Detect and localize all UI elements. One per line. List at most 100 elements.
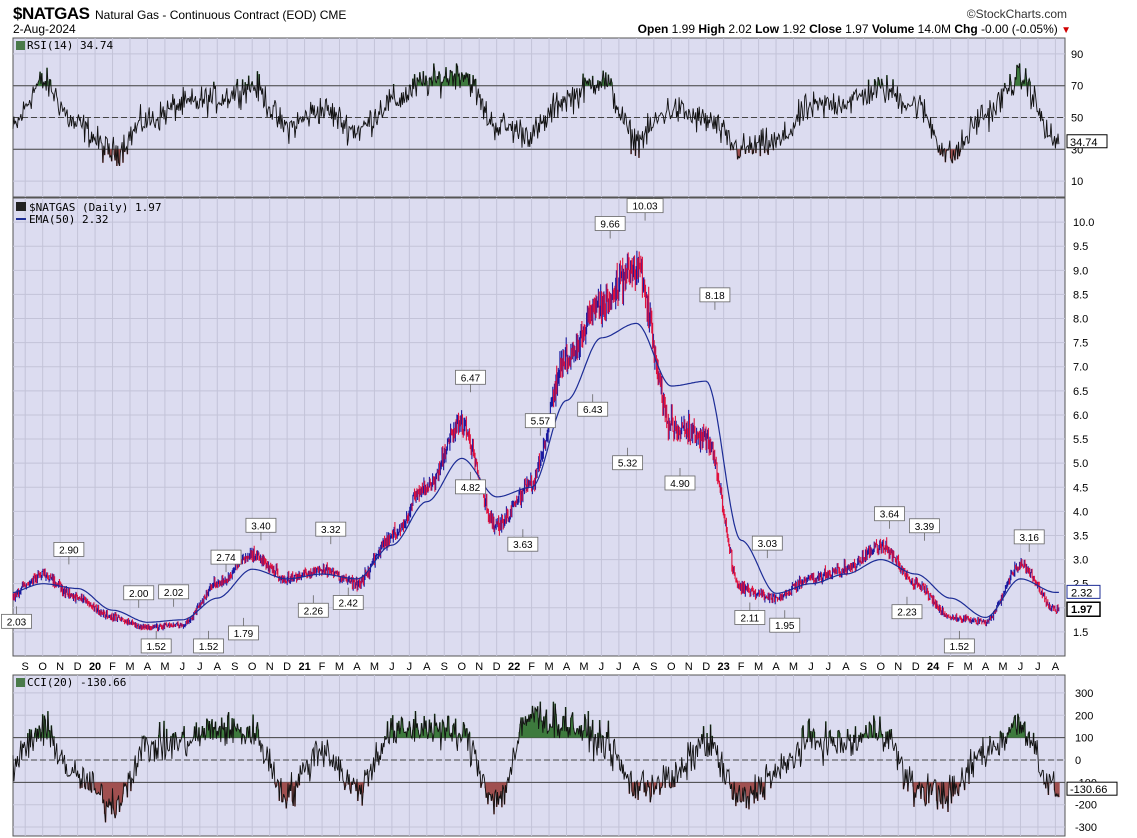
annotation-box	[594, 216, 626, 231]
x-tick-label: S	[441, 661, 448, 673]
cci-tick-label: 200	[1075, 710, 1093, 722]
x-axis-band	[13, 657, 1065, 674]
ema-last-tag	[1066, 584, 1101, 599]
x-tick-label: F	[109, 661, 116, 673]
annotation-box	[1, 613, 32, 629]
x-tick-label: O	[248, 661, 257, 673]
ema-legend: EMA(50) 2.32	[29, 213, 108, 226]
x-tick-label: N	[56, 661, 64, 673]
x-tick-label: D	[912, 661, 920, 673]
annotation-box	[1013, 529, 1045, 545]
price-annotation: 3.40	[245, 517, 277, 541]
chart-date: 2-Aug-2024	[13, 22, 76, 36]
price-tick-label: 5.0	[1073, 458, 1088, 470]
price-annotation: 6.47	[455, 369, 486, 393]
annotation-box	[123, 585, 155, 601]
annotation-box	[524, 413, 556, 429]
exchange-text: CME	[319, 8, 347, 22]
x-tick-label: J	[1018, 661, 1024, 673]
x-tick-label: A	[1052, 661, 1060, 673]
price-tick-label: 6.5	[1073, 386, 1088, 398]
x-tick-label: M	[789, 661, 798, 673]
price-annotation: 4.90	[664, 467, 696, 491]
x-tick-label: J	[407, 661, 413, 673]
price-tick-label: 4.5	[1073, 482, 1088, 494]
x-tick-label: A	[144, 661, 152, 673]
x-tick-label: M	[579, 661, 588, 673]
x-tick-label: M	[964, 661, 973, 673]
annotation-label: 3.03	[758, 539, 778, 550]
ema50-line	[12, 322, 1059, 623]
open-label: Open	[637, 22, 669, 36]
annotation-label: 3.16	[1019, 533, 1039, 544]
price-tick-label: 9.5	[1073, 241, 1088, 253]
annotation-box	[228, 625, 259, 641]
annotation-box	[751, 535, 783, 551]
annotation-label: 8.18	[705, 291, 725, 302]
price-annotation: 2.11	[734, 602, 766, 625]
rsi-tick-label: 90	[1071, 49, 1083, 61]
x-tick-label: N	[475, 661, 483, 673]
cci-line	[12, 701, 1060, 823]
annotation-label: 2.00	[129, 589, 149, 600]
annotation-label: 9.66	[600, 219, 620, 230]
annotation-label: 3.32	[321, 525, 341, 536]
annotation-box	[332, 595, 364, 610]
annotation-box	[769, 617, 801, 633]
x-tick-label: N	[685, 661, 693, 673]
price-tick-label: 8.0	[1073, 314, 1088, 326]
price-annotation: 1.95	[769, 610, 801, 633]
price-annotation: 3.16	[1013, 529, 1045, 552]
annotation-label: 2.90	[59, 545, 79, 556]
x-tick-label: J	[180, 661, 186, 673]
annotation-label: 2.23	[897, 608, 917, 619]
cci-plot-area	[12, 674, 1066, 837]
x-tick-label: M	[544, 661, 553, 673]
price-tick-label: 1.5	[1073, 627, 1088, 639]
x-tick-label: M	[998, 661, 1007, 673]
annotation-label: 3.63	[513, 540, 533, 551]
high-label: High	[698, 22, 726, 36]
price-annotation: 4.82	[455, 471, 486, 495]
annotation-box	[53, 542, 85, 557]
price-legend-icon	[16, 202, 26, 211]
cci-tick-label: 100	[1075, 733, 1093, 745]
low-value: 1.92	[782, 22, 806, 36]
x-tick-label: D	[283, 661, 291, 673]
annotation-label: 2.74	[216, 553, 236, 564]
annotation-box	[664, 475, 696, 491]
x-tick-label: F	[528, 661, 535, 673]
rsi-tick-label: 10	[1071, 176, 1083, 188]
close-value: 1.97	[845, 22, 869, 36]
x-tick-label: S	[22, 661, 29, 673]
annotation-label: 1.52	[950, 642, 970, 653]
volume-label: Volume	[871, 22, 915, 36]
annotation-box	[577, 401, 609, 417]
price-annotation: 6.43	[577, 394, 609, 417]
price-annotation: 1.52	[140, 630, 172, 654]
price-annotation: 3.32	[315, 521, 347, 545]
low-label: Low	[755, 22, 780, 36]
brand-watermark: ©StockCharts.com	[966, 7, 1067, 21]
annotation-label: 10.03	[633, 202, 658, 213]
x-tick-label: O	[457, 661, 466, 673]
annotation-label: 1.52	[199, 642, 219, 653]
x-tick-label: D	[493, 661, 501, 673]
x-tick-label: O	[667, 661, 676, 673]
x-tick-label: S	[860, 661, 867, 673]
rsi-last-value: 34.74	[1070, 137, 1098, 149]
annotation-label: 1.79	[234, 629, 254, 640]
high-value: 2.02	[728, 22, 752, 36]
rsi-legend-swatch	[16, 41, 25, 50]
price-annotation: 2.00	[123, 585, 155, 608]
price-tick-label: 4.0	[1073, 506, 1088, 518]
price-tick-label: 10.0	[1073, 217, 1094, 229]
annotation-label: 2.02	[164, 588, 184, 599]
instrument-description: Natural Gas - Continuous Contract (EOD) …	[95, 8, 346, 22]
x-tick-label: J	[826, 661, 832, 673]
x-tick-label: A	[353, 661, 361, 673]
x-tick-label: F	[947, 661, 954, 673]
annotation-label: 1.95	[775, 621, 795, 632]
price-annotation: 3.03	[751, 535, 783, 559]
down-arrow-icon: ▼	[1061, 25, 1071, 36]
